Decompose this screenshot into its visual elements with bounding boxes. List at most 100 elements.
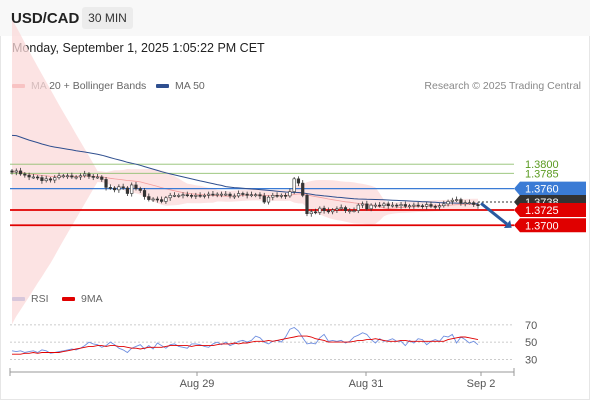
candle-body [138,188,142,191]
candle-body [202,195,206,197]
candle-body [369,204,373,210]
candle-body [442,203,446,207]
candle-body [450,199,454,202]
candle-body [168,195,172,199]
candle-body [245,193,249,196]
candle-body [207,193,211,196]
candle-body [130,184,134,194]
level-label: 1.3725 [525,205,559,217]
candle-body [373,204,377,207]
candle-body [189,195,194,197]
candle-body [241,193,245,195]
candle-body [403,204,407,207]
candle-body [446,201,450,205]
candle-body [476,204,480,207]
candle-body [420,205,425,208]
candle-body [279,195,283,197]
candle-body [181,194,185,197]
level-label: 1.3760 [525,184,559,196]
rsi-ma-line [12,335,479,355]
candle-body [271,195,275,198]
candle-body [74,176,78,179]
legend-rsi-label: RSI [31,293,49,305]
candle-body [331,209,335,213]
candle-body [134,184,138,189]
legend-rsi-ma: 9MA [62,293,103,305]
bollinger-band-fill [12,19,478,325]
candle-body [390,204,395,207]
candle-body [177,195,181,197]
candle-body [258,194,262,197]
candle-body [399,204,403,207]
candle-body [224,193,228,196]
candle-body [467,202,472,204]
candle-body [125,187,130,194]
candle-body [113,187,117,191]
rsi-line [11,326,479,354]
candle-body [219,193,224,196]
legend-ma50-label: MA 50 [175,80,205,92]
candle-body [254,194,258,197]
candle-body [44,178,48,181]
candle-body [18,170,23,175]
legend-rsi-ma-label: 9MA [81,293,103,305]
candle-body [36,176,40,179]
candle-body [472,202,476,205]
candle-body [429,204,433,207]
candle-body [117,186,121,191]
candle-body [104,179,108,188]
candle-body [160,199,164,202]
timestamp: Monday, September 1, 2025 1:05:22 PM CET [12,41,265,55]
candle-body [284,195,288,197]
candle-body [23,173,27,176]
candle-body [463,202,467,204]
candle-body [211,193,215,196]
candle-body [172,195,177,197]
candle-body [194,195,198,197]
rsi-tick-label: 70 [525,320,537,332]
candle-body [215,193,219,196]
time-tick-label: Aug 29 [180,378,215,390]
candle-body [412,204,416,207]
candles-group [10,167,480,217]
candle-body [48,178,53,181]
candle-body [356,204,360,211]
candle-body [10,170,14,173]
candle-body [57,175,61,178]
candle-body [296,178,301,184]
rsi-tick-label: 30 [525,354,537,366]
level-tag-support [514,203,586,217]
level-label: 1.3700 [525,220,559,232]
candle-body [147,196,151,200]
candle-body [343,207,348,211]
candle-body [407,205,412,208]
credit-text: Research © 2025 Trading Central [424,80,581,92]
candle-body [433,206,437,208]
candle-body [292,178,296,192]
candle-body [27,174,31,178]
level-label: 1.3785 [525,168,559,180]
forecast-arrow-head [503,220,512,228]
candle-body [309,211,313,214]
candle-body [228,193,232,197]
candle-body [275,195,279,197]
candle-body [378,204,382,207]
candle-body [382,203,386,207]
candle-body [198,195,202,197]
candle-body [100,176,104,180]
candle-body [185,194,189,197]
candle-body [249,194,254,197]
timeframe-badge[interactable]: 30 MIN [82,7,133,29]
candle-body [416,204,420,207]
candle-body [164,197,168,202]
candle-body [151,198,155,201]
candle-body [262,195,266,203]
rsi-tick-label: 50 [525,337,537,349]
candle-body [455,199,459,201]
candle-body [425,204,429,207]
level-tag-support [514,218,586,233]
level-tag-pivot [514,181,586,196]
symbol-title: USD/CAD [11,10,80,27]
candle-body [14,170,18,173]
